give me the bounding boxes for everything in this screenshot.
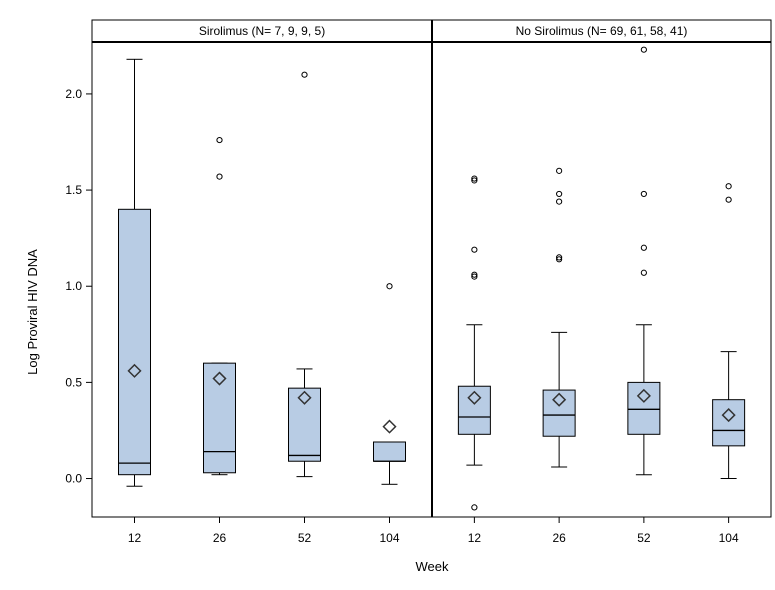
x-tick-label: 52 bbox=[637, 531, 651, 545]
outlier-point bbox=[471, 246, 478, 253]
x-tick-label: 12 bbox=[128, 531, 142, 545]
panel-title: Sirolimus (N= 7, 9, 9, 5) bbox=[199, 24, 325, 38]
mean-marker bbox=[212, 371, 227, 386]
y-tick-label: 0.5 bbox=[65, 375, 82, 389]
outlier-point bbox=[725, 196, 732, 203]
outlier-point bbox=[725, 183, 732, 190]
outlier-point bbox=[640, 190, 647, 198]
box bbox=[118, 208, 151, 476]
outlier-point bbox=[640, 46, 647, 53]
mean-marker bbox=[721, 408, 736, 423]
y-tick-label: 1.5 bbox=[65, 183, 82, 197]
mean-marker bbox=[127, 363, 142, 378]
mean-marker bbox=[552, 392, 567, 407]
panel-title: No Sirolimus (N= 69, 61, 58, 41) bbox=[516, 24, 688, 38]
y-axis-label: Log Proviral HIV DNA bbox=[25, 249, 40, 375]
outlier-point bbox=[301, 71, 308, 78]
outlier-point bbox=[471, 175, 478, 182]
box bbox=[627, 381, 661, 435]
outlier-point bbox=[556, 167, 563, 174]
mean-marker bbox=[636, 388, 651, 403]
box bbox=[457, 385, 491, 435]
x-axis-label: Week bbox=[416, 559, 449, 574]
outlier-point bbox=[216, 136, 223, 144]
outlier-point bbox=[640, 244, 647, 251]
box bbox=[542, 389, 576, 437]
outlier-point bbox=[471, 504, 478, 511]
outlier-point bbox=[556, 254, 563, 261]
x-tick-label: 104 bbox=[379, 531, 399, 545]
box bbox=[712, 399, 746, 447]
outlier-point bbox=[471, 271, 478, 278]
box bbox=[373, 441, 406, 462]
outlier-point bbox=[471, 177, 478, 184]
plot-layer: 0.0 0.5 1.0 1.5 2.0 Sirolimus (N= 7, 9, 9, 5)… bbox=[65, 19, 772, 545]
outlier-point bbox=[471, 273, 478, 280]
x-tick-label: 12 bbox=[468, 531, 482, 545]
y-tick-label: 1.0 bbox=[65, 279, 82, 293]
outlier-point bbox=[556, 256, 563, 263]
mean-marker bbox=[382, 419, 397, 434]
outlier-point bbox=[556, 190, 563, 198]
box bbox=[288, 387, 321, 462]
y-tick-label: 0.0 bbox=[65, 472, 82, 486]
x-tick-label: 52 bbox=[298, 531, 312, 545]
outlier-point bbox=[216, 173, 223, 180]
box bbox=[203, 362, 236, 474]
x-tick-label: 26 bbox=[552, 531, 566, 545]
mean-marker bbox=[297, 390, 312, 405]
x-tick-label: 26 bbox=[213, 531, 227, 545]
outlier-point bbox=[556, 198, 563, 205]
outlier-point bbox=[640, 269, 647, 276]
outlier-point bbox=[386, 283, 393, 290]
mean-marker bbox=[467, 390, 482, 405]
x-tick-label: 104 bbox=[719, 531, 739, 545]
y-tick-label: 2.0 bbox=[65, 87, 82, 101]
